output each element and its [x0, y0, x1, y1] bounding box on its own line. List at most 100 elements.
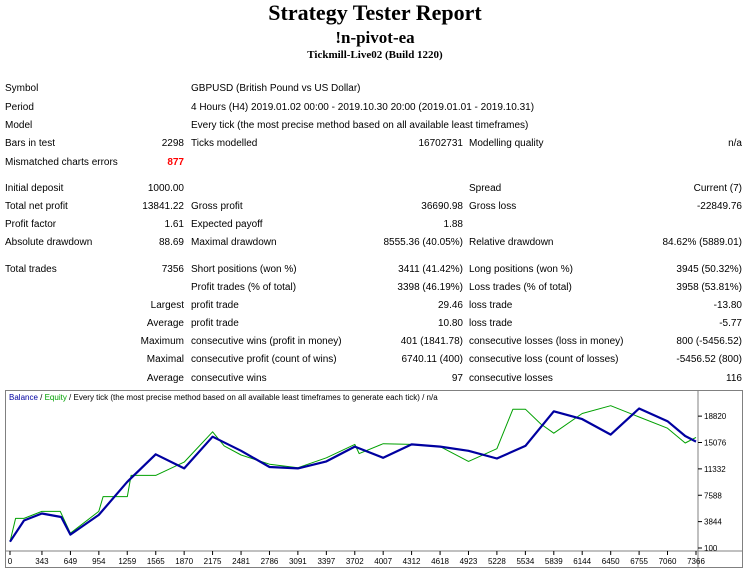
report-title: Strategy Tester Report: [268, 0, 482, 25]
x-tick-label: 6450: [602, 557, 620, 566]
x-tick-label: 4923: [460, 557, 478, 566]
y-tick-label: 3844: [704, 518, 722, 527]
y-tick-label: 11332: [704, 465, 726, 474]
quality-value: n/a: [728, 138, 742, 149]
bars-value: 2298: [161, 138, 184, 149]
largest-loss-value: -13.80: [713, 300, 742, 311]
y-tick-label: 100: [704, 544, 718, 553]
x-tick-label: 2786: [261, 557, 279, 566]
ticks-label: Ticks modelled: [191, 138, 258, 149]
average-loss-label: loss trade: [469, 318, 513, 329]
spread-label: Spread: [469, 183, 502, 194]
avg-cons-losses-label: consecutive losses: [469, 373, 553, 384]
period-value: 4 Hours (H4) 2019.01.02 00:00 - 2019.10.…: [191, 102, 535, 113]
x-tick-label: 3397: [317, 557, 335, 566]
largest-profit-label: profit trade: [191, 300, 239, 311]
x-tick-label: 1565: [147, 557, 165, 566]
long-positions-value: 3945 (50.32%): [676, 264, 742, 275]
mismatch-label: Mismatched charts errors: [5, 157, 118, 168]
expected-payoff-value: 1.88: [443, 219, 463, 230]
total-trades-label: Total trades: [5, 264, 57, 275]
model-value: Every tick (the most precise method base…: [191, 120, 529, 131]
x-tick-label: 6755: [630, 557, 648, 566]
x-tick-label: 1259: [118, 557, 136, 566]
long-positions-label: Long positions (won %): [469, 264, 573, 275]
legend-description: / Every tick (the most precise method ba…: [66, 393, 438, 402]
y-tick-label: 18820: [704, 412, 727, 421]
avg-cons-losses-value: 116: [726, 373, 742, 384]
maximal-cons-loss-label: consecutive loss (count of losses): [469, 354, 619, 365]
spread-value: Current (7): [693, 183, 742, 194]
loss-trades-label: Loss trades (% of total): [469, 282, 572, 293]
x-tick-label: 1870: [175, 557, 193, 566]
x-tick-label: 954: [92, 557, 106, 566]
x-tick-label: 7060: [659, 557, 677, 566]
chart-legend: Balance / Equity / Every tick (the most …: [9, 393, 438, 403]
max-cons-losses-value: 800 (-5456.52): [676, 336, 742, 347]
maximal-label: Maximal: [146, 354, 184, 365]
maximum-label: Maximum: [140, 336, 184, 347]
max-cons-losses-label: consecutive losses (loss in money): [469, 336, 624, 347]
profit-trades-label: Profit trades (% of total): [191, 282, 297, 293]
expert-name: !n-pivot-ea: [335, 28, 415, 47]
average-loss-value: -5.77: [719, 318, 742, 329]
largest-profit-value: 29.46: [437, 300, 463, 311]
relative-drawdown-value: 84.62% (5889.01): [662, 237, 742, 248]
x-tick-label: 3702: [346, 557, 364, 566]
y-tick-label: 15076: [704, 439, 727, 448]
net-profit-label: Total net profit: [5, 201, 68, 212]
mismatch-value: 877: [167, 157, 184, 168]
x-tick-label: 0: [8, 557, 13, 566]
avg-cons-wins-label: consecutive wins: [191, 373, 267, 384]
period-label: Period: [5, 102, 34, 113]
loss-trades-value: 3958 (53.81%): [676, 282, 742, 293]
maximal-drawdown-label: Maximal drawdown: [191, 237, 277, 248]
absolute-drawdown-value: 88.69: [158, 237, 184, 248]
average-cons-label: Average: [146, 373, 184, 384]
average-profit-label: profit trade: [191, 318, 239, 329]
x-tick-label: 2481: [232, 557, 250, 566]
gross-loss-label: Gross loss: [469, 201, 517, 212]
balance-series-line: [9, 407, 697, 543]
quality-label: Modelling quality: [469, 138, 544, 149]
server-build: Tickmill-Live02 (Build 1220): [307, 49, 443, 61]
maximal-cons-loss-value: -5456.52 (800): [676, 354, 742, 365]
short-positions-label: Short positions (won %): [191, 264, 297, 275]
x-tick-label: 5534: [516, 557, 534, 566]
legend-equity: Equity: [44, 393, 67, 402]
profit-factor-label: Profit factor: [5, 219, 57, 230]
x-tick-label: 6144: [573, 557, 591, 566]
bars-label: Bars in test: [5, 138, 56, 149]
net-profit-value: 13841.22: [142, 201, 184, 212]
x-tick-label: 3091: [289, 557, 307, 566]
balance-equity-chart: 100 3844 7588 11332 15076 18820 0 343 649 954 1259…: [5, 390, 743, 568]
y-tick-label: 7588: [704, 491, 722, 500]
symbol-label: Symbol: [5, 83, 39, 94]
x-tick-label: 4618: [431, 557, 449, 566]
maximal-cons-profit-label: consecutive profit (count of wins): [191, 354, 337, 365]
symbol-value: GBPUSD (British Pound vs US Dollar): [191, 83, 361, 94]
maximal-drawdown-value: 8555.36 (40.05%): [383, 237, 463, 248]
relative-drawdown-label: Relative drawdown: [469, 237, 554, 248]
average-label: Average: [146, 318, 184, 329]
legend-separator: /: [37, 393, 45, 402]
expected-payoff-label: Expected payoff: [191, 219, 263, 230]
maximal-cons-profit-value: 6740.11 (400): [401, 354, 463, 365]
short-positions-value: 3411 (41.42%): [398, 264, 463, 275]
largest-label: Largest: [150, 300, 184, 311]
profit-trades-value: 3398 (46.19%): [397, 282, 463, 293]
largest-loss-label: loss trade: [469, 300, 513, 311]
x-tick-label: 4312: [403, 557, 421, 566]
chart-canvas: 100 3844 7588 11332 15076 18820 0 343 649 954 1259…: [6, 391, 742, 567]
ticks-value: 16702731: [418, 138, 464, 149]
initial-deposit-value: 1000.00: [147, 183, 184, 194]
x-tick-label: 2175: [204, 557, 222, 566]
x-tick-label: 5839: [545, 557, 563, 566]
average-profit-value: 10.80: [437, 318, 463, 329]
x-tick-label: 5228: [488, 557, 506, 566]
gross-profit-label: Gross profit: [191, 201, 243, 212]
profit-factor-value: 1.61: [164, 219, 184, 230]
legend-balance: Balance: [9, 393, 38, 402]
avg-cons-wins-value: 97: [451, 373, 463, 384]
max-cons-wins-value: 401 (1841.78): [400, 336, 463, 347]
